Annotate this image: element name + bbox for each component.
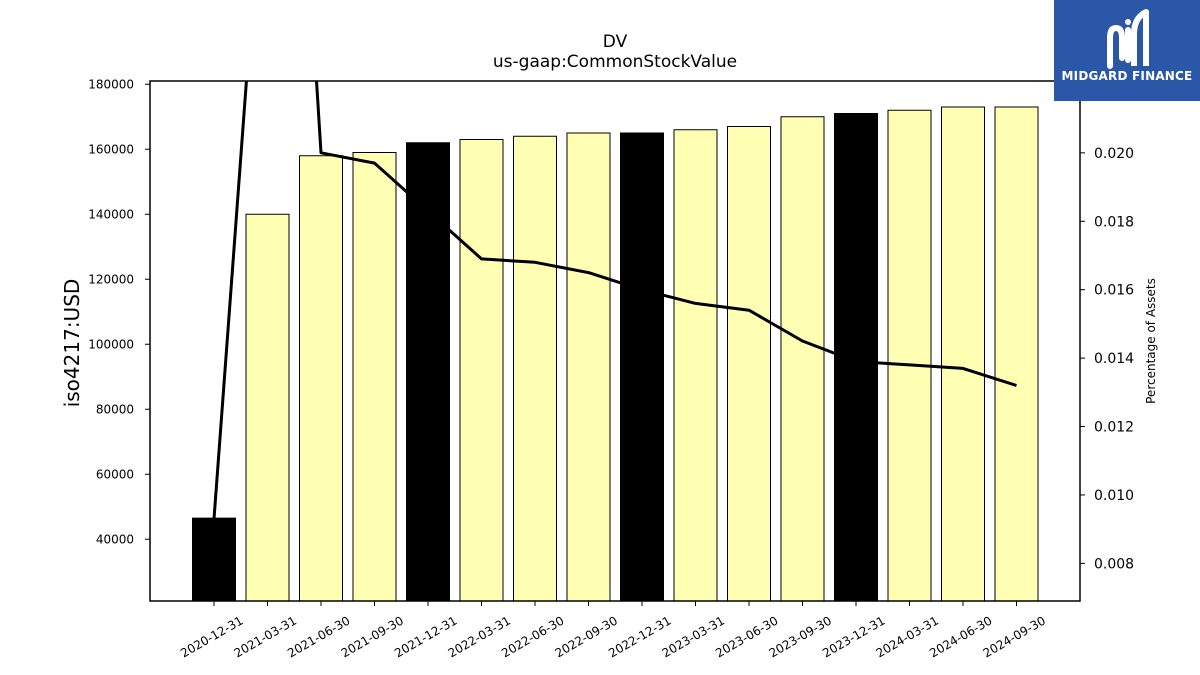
y-axis-label: iso4217:USD	[60, 279, 84, 408]
bar-2023-12-31	[834, 113, 878, 602]
bar-2023-06-30	[727, 126, 771, 602]
y2-tick-label: 0.020	[1094, 146, 1134, 162]
bar-2024-06-30	[941, 106, 985, 602]
bar-2022-09-30	[566, 132, 611, 602]
plot-frame	[149, 80, 1081, 602]
logo-mark-icon	[1107, 9, 1149, 69]
bar-2023-09-30	[780, 116, 825, 602]
chart-subtitle: us-gaap:CommonStockValue	[492, 52, 738, 72]
y-tick-label: 180000	[88, 77, 134, 91]
y2-tick-label: 0.012	[1094, 420, 1134, 436]
bar-2020-12-31	[192, 517, 236, 602]
y-tick-label: 120000	[88, 272, 134, 286]
bar-2021-09-30	[352, 152, 397, 602]
y2-tick-label: 0.010	[1094, 488, 1134, 504]
bar-2024-03-31	[887, 109, 932, 602]
y-tick-label: 60000	[96, 467, 134, 481]
y2-axis-label: Percentage of Assets	[1144, 278, 1158, 404]
bar-2021-12-31	[406, 142, 450, 602]
y-tick-label: 140000	[88, 207, 134, 221]
y-tick-label: 160000	[88, 142, 134, 156]
bar-2022-03-31	[459, 139, 504, 602]
y-tick-label: 100000	[88, 337, 134, 351]
bar-2022-06-30	[513, 135, 557, 602]
brand-logo: MIDGARD FINANCE	[1054, 0, 1200, 101]
bar-2023-03-31	[673, 129, 718, 602]
y2-tick-label: 0.016	[1094, 283, 1134, 299]
logo-text: MIDGARD FINANCE	[1061, 69, 1193, 83]
y2-tick-label: 0.014	[1094, 351, 1134, 367]
y2-tick-label: 0.018	[1094, 214, 1134, 230]
chart-title: DV	[602, 32, 628, 52]
y-tick-label: 40000	[96, 532, 134, 546]
bar-2021-06-30	[299, 155, 343, 602]
percentage-line	[212, 81, 1017, 520]
y2-tick-label: 0.008	[1094, 556, 1134, 572]
y-tick-label: 80000	[96, 402, 134, 416]
bar-2021-03-31	[245, 213, 290, 602]
bar-2024-09-30	[994, 106, 1039, 602]
bar-2022-12-31	[620, 132, 664, 602]
